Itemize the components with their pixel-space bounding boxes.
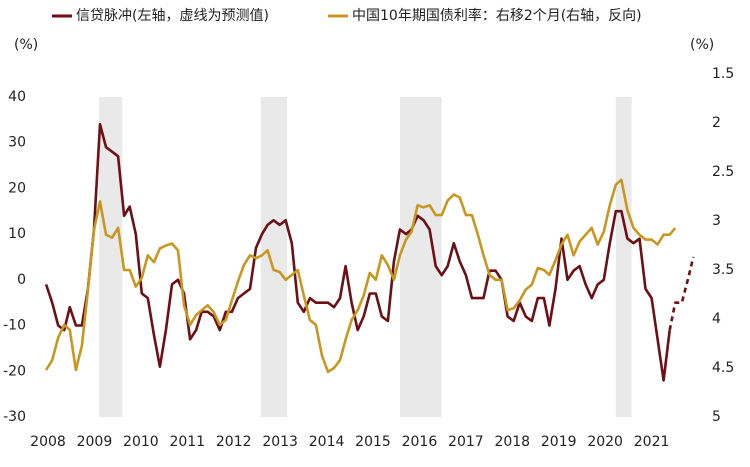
y-tick-label: 30 <box>8 135 26 151</box>
y2-tick-label: 3.5 <box>712 262 734 278</box>
y2-tick-label: 3 <box>712 213 721 229</box>
x-tick-label: 2013 <box>262 434 298 450</box>
forecast-line <box>668 256 695 331</box>
y2-tick-label: 4.5 <box>712 360 734 376</box>
y-tick-label: -10 <box>3 318 26 334</box>
x-tick-label: 2021 <box>634 434 670 450</box>
x-tick-label: 2018 <box>494 434 530 450</box>
series-line <box>44 123 671 382</box>
y2-unit: (%) <box>690 37 714 53</box>
y-tick-label: 20 <box>8 180 26 196</box>
x-tick-label: 2019 <box>541 434 577 450</box>
y2-tick-label: 5 <box>712 409 721 425</box>
x-tick-label: 2014 <box>309 434 345 450</box>
y2-tick-label: 2.5 <box>712 164 734 180</box>
x-tick-label: 2010 <box>123 434 159 450</box>
legend-label: 中国10年期国债利率：右移2个月(右轴，反向) <box>352 7 642 24</box>
y-tick-label: 10 <box>8 226 26 242</box>
x-tick-label: 2020 <box>587 434 623 450</box>
x-tick-label: 2008 <box>30 434 66 450</box>
x-tick-label: 2011 <box>169 434 205 450</box>
x-tick-label: 2016 <box>402 434 438 450</box>
y-tick-label: 0 <box>17 272 26 288</box>
y2-tick-label: 4 <box>712 311 721 327</box>
x-tick-label: 2009 <box>77 434 113 450</box>
y-unit: (%) <box>14 37 38 53</box>
series-line <box>44 178 677 374</box>
y-tick-label: -30 <box>3 409 26 425</box>
y-tick-label: 40 <box>8 89 26 105</box>
legend-label: 信贷脉冲(左轴，虚线为预测值) <box>76 8 269 24</box>
y2-tick-label: 1.5 <box>712 66 734 82</box>
x-tick-label: 2017 <box>448 434 484 450</box>
x-tick-label: 2012 <box>216 434 252 450</box>
shaded-period <box>615 97 632 417</box>
shaded-period <box>99 97 123 417</box>
shaded-period <box>260 97 288 417</box>
y-tick-label: -20 <box>3 363 26 379</box>
x-tick-label: 2015 <box>355 434 391 450</box>
y2-tick-label: 2 <box>712 115 721 131</box>
